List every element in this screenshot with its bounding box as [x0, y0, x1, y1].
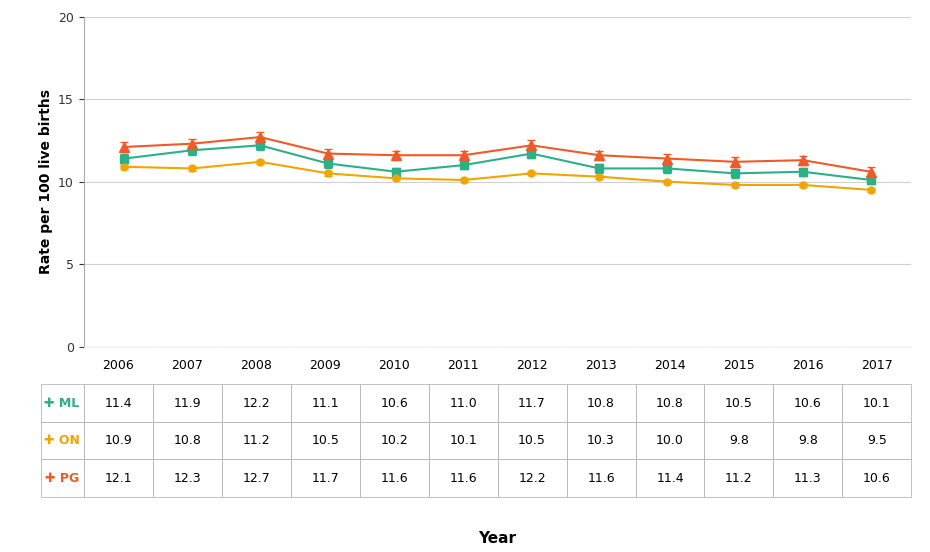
Y-axis label: Rate per 100 live births: Rate per 100 live births [38, 89, 53, 274]
Text: Year: Year [479, 532, 516, 546]
